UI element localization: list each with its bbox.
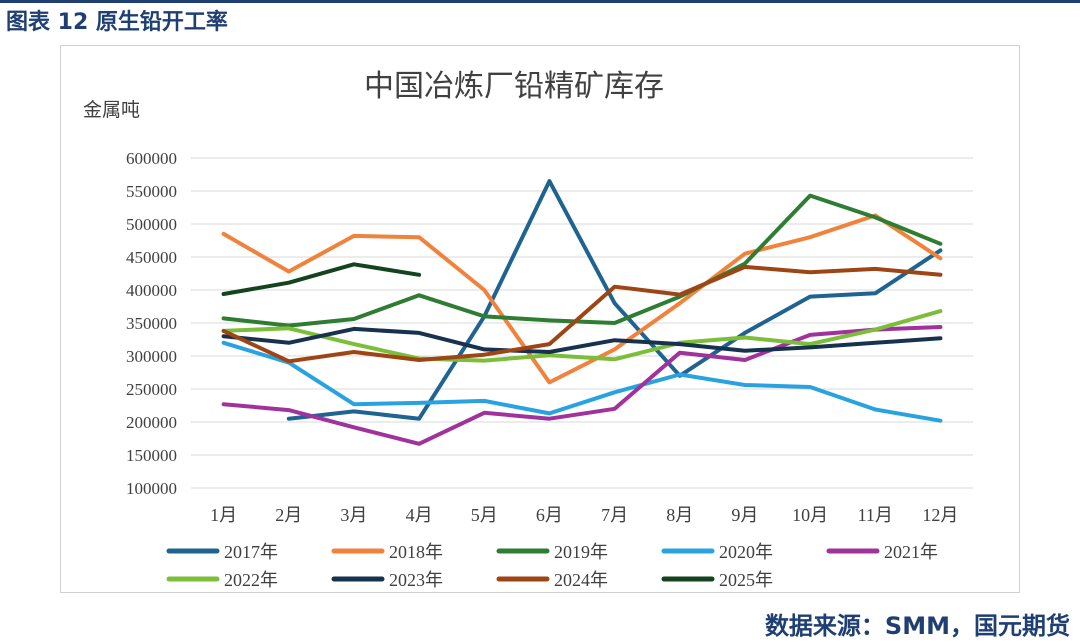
series-line-2020 [221, 340, 943, 423]
series-line-2019 [221, 193, 943, 328]
chart-frame: 中国冶炼厂铅精矿库存金属吨 600000 550000 500000 450000 400… [60, 45, 1020, 593]
y-tick-label: 500000 [126, 215, 177, 234]
y-tick-label: 350000 [126, 314, 177, 333]
x-tick-label: 7月 [601, 505, 628, 525]
series-line-2017 [286, 179, 943, 421]
x-tick-label: 9月 [731, 505, 758, 525]
series-line-2021 [221, 325, 943, 446]
x-tick-label: 10月 [792, 505, 828, 525]
y-tick-label: 300000 [126, 347, 177, 366]
series-line-2023 [221, 326, 943, 354]
y-tick-label: 400000 [126, 281, 177, 300]
y-tick-label: 200000 [126, 413, 177, 432]
y-tick-label: 150000 [126, 446, 177, 465]
x-tick-label: 6月 [536, 505, 563, 525]
legend-label: 2024年 [554, 570, 608, 590]
legend-label: 2017年 [224, 542, 278, 562]
page-title: 图表 12 原生铅开工率 [6, 10, 228, 35]
x-tick-label: 3月 [340, 505, 367, 525]
x-tick-label: 11月 [858, 505, 893, 525]
y-tick-label: 600000 [126, 149, 177, 168]
series-line-2024 [221, 264, 943, 364]
legend-label: 2018年 [389, 542, 443, 562]
x-tick-label: 5月 [471, 505, 498, 525]
legend-label: 2021年 [884, 542, 938, 562]
series-line-2022 [221, 309, 943, 363]
x-tick-label: 8月 [666, 505, 693, 525]
chart-title: 中国冶炼厂铅精矿库存 [364, 70, 664, 103]
source-note: 数据来源：SMM，国元期货 [764, 612, 1070, 640]
y-tick-label: 450000 [126, 248, 177, 267]
y-tick-label: 550000 [126, 182, 177, 201]
legend-label: 2025年 [719, 570, 773, 590]
header-rule [0, 0, 1080, 3]
x-tick-label: 4月 [406, 505, 433, 525]
y-axis-label: 金属吨 [83, 99, 140, 121]
y-tick-label: 100000 [126, 479, 177, 498]
series-line-2025 [221, 262, 422, 296]
y-tick-label: 250000 [126, 380, 177, 399]
x-tick-label: 12月 [922, 505, 958, 525]
legend-label: 2022年 [224, 570, 278, 590]
x-tick-label: 2月 [275, 505, 302, 525]
legend-label: 2023年 [389, 570, 443, 590]
legend-label: 2019年 [554, 542, 608, 562]
legend-label: 2020年 [719, 542, 773, 562]
series-line-2018 [221, 213, 943, 385]
x-tick-label: 1月 [210, 505, 237, 525]
